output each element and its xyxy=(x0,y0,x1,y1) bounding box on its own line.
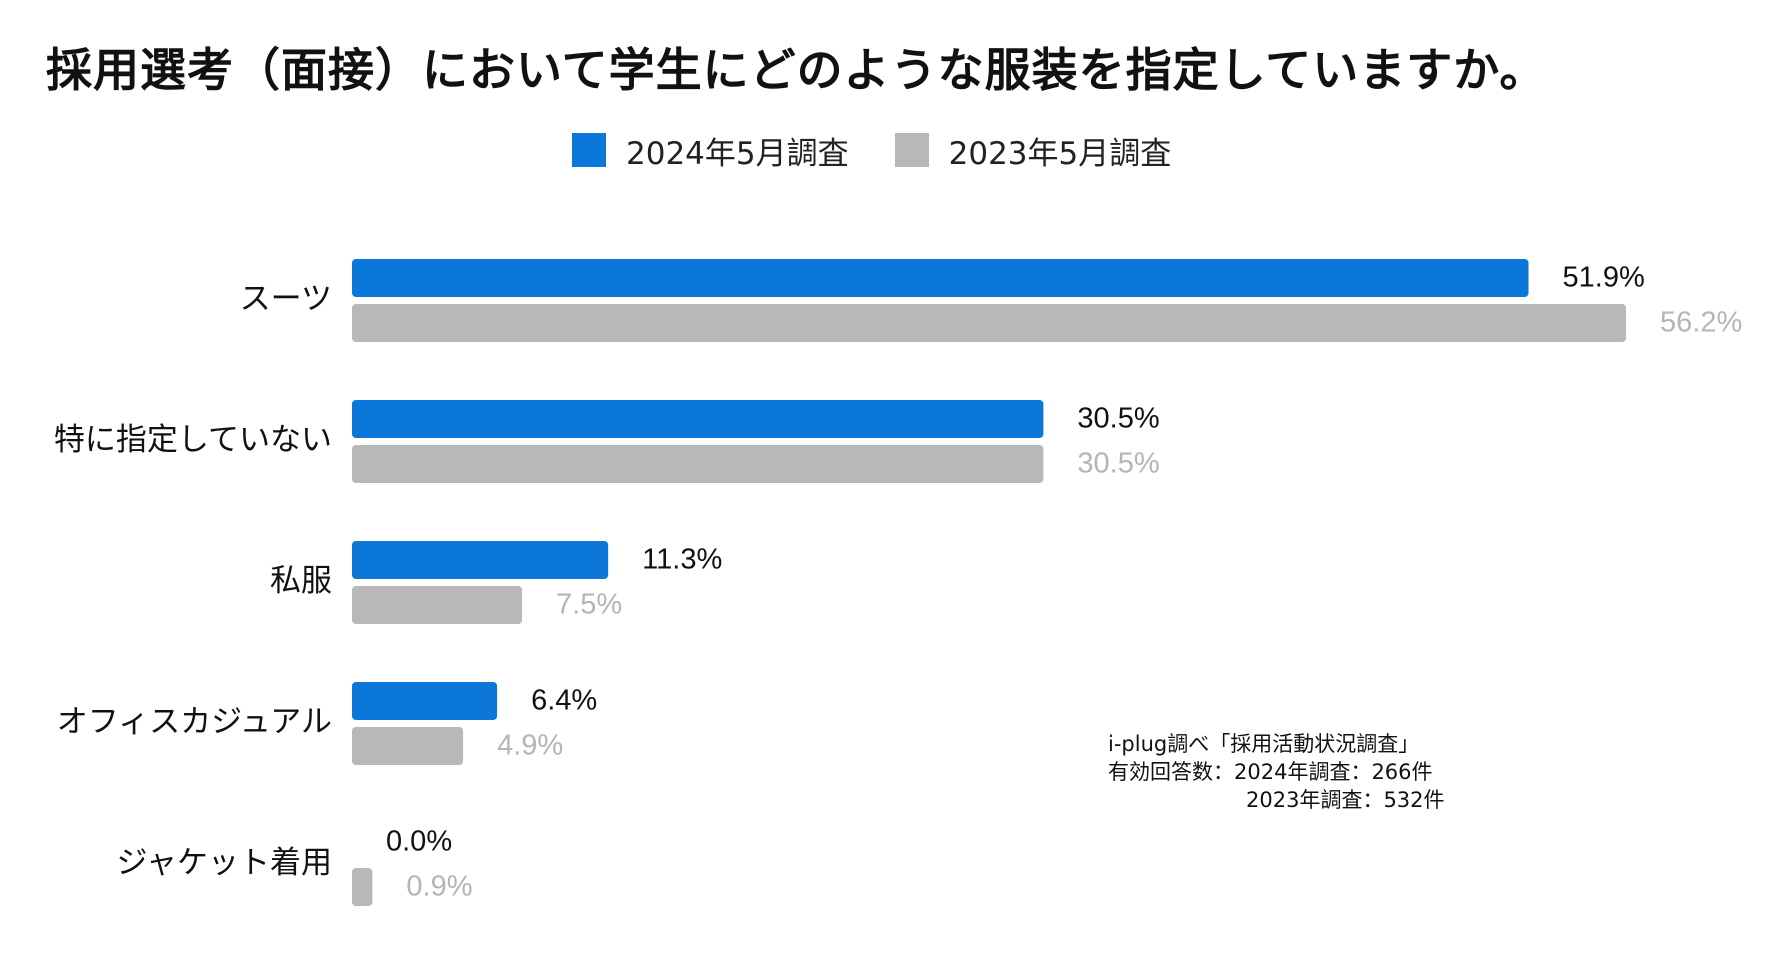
bar-2023 xyxy=(352,445,1044,483)
data-label-2023: 4.9% xyxy=(497,730,563,762)
data-label-2024: 51.9% xyxy=(1563,262,1645,294)
source-note-line-2: 有効回答数：2024年調査：266件 xyxy=(1108,760,1433,784)
category-label: 特に指定していない xyxy=(54,422,332,458)
source-note: i-plug調べ「採用活動状況調査」 有効回答数：2024年調査：266件 20… xyxy=(1108,730,1445,814)
bar-2023 xyxy=(352,586,523,624)
category-label: ジャケット着用 xyxy=(117,845,332,881)
data-label-2024: 30.5% xyxy=(1077,403,1159,435)
legend-label-2023: 2023年5月調査 xyxy=(948,135,1172,172)
legend-label-2024: 2024年5月調査 xyxy=(626,135,849,172)
data-label-2023: 7.5% xyxy=(556,589,622,621)
bar-2024 xyxy=(352,400,1044,438)
category-label: 私服 xyxy=(270,563,332,599)
data-label-2023: 0.9% xyxy=(406,871,472,903)
chart-title: 採用選考（面接）において学生にどのような服装を指定していますか。 xyxy=(46,43,1547,97)
source-note-line-1: i-plug調べ「採用活動状況調査」 xyxy=(1108,732,1420,756)
bar-2024 xyxy=(352,682,498,720)
data-label-2024: 11.3% xyxy=(642,544,722,576)
legend-item-2023: 2023年5月調査 xyxy=(894,128,1172,173)
data-label-2024: 0.0% xyxy=(386,826,452,858)
legend-item-2024: 2024年5月調査 xyxy=(572,128,849,173)
category-label: スーツ xyxy=(240,281,332,317)
bar-2024 xyxy=(352,259,1529,297)
data-label-2023: 56.2% xyxy=(1660,307,1742,339)
bar-2024 xyxy=(352,541,609,579)
category-label: オフィスカジュアル xyxy=(57,704,332,740)
data-label-2024: 6.4% xyxy=(531,685,597,717)
source-note-line-3: 2023年調査：532件 xyxy=(1246,788,1445,812)
bar-2023 xyxy=(352,868,373,906)
legend-swatch-2024 xyxy=(572,133,606,167)
legend: 2024年5月調査 2023年5月調査 xyxy=(572,126,1217,174)
bar-2023 xyxy=(352,304,1626,342)
bar-2023 xyxy=(352,727,464,765)
legend-swatch-2023 xyxy=(894,133,929,167)
data-label-2023: 30.5% xyxy=(1077,448,1159,480)
